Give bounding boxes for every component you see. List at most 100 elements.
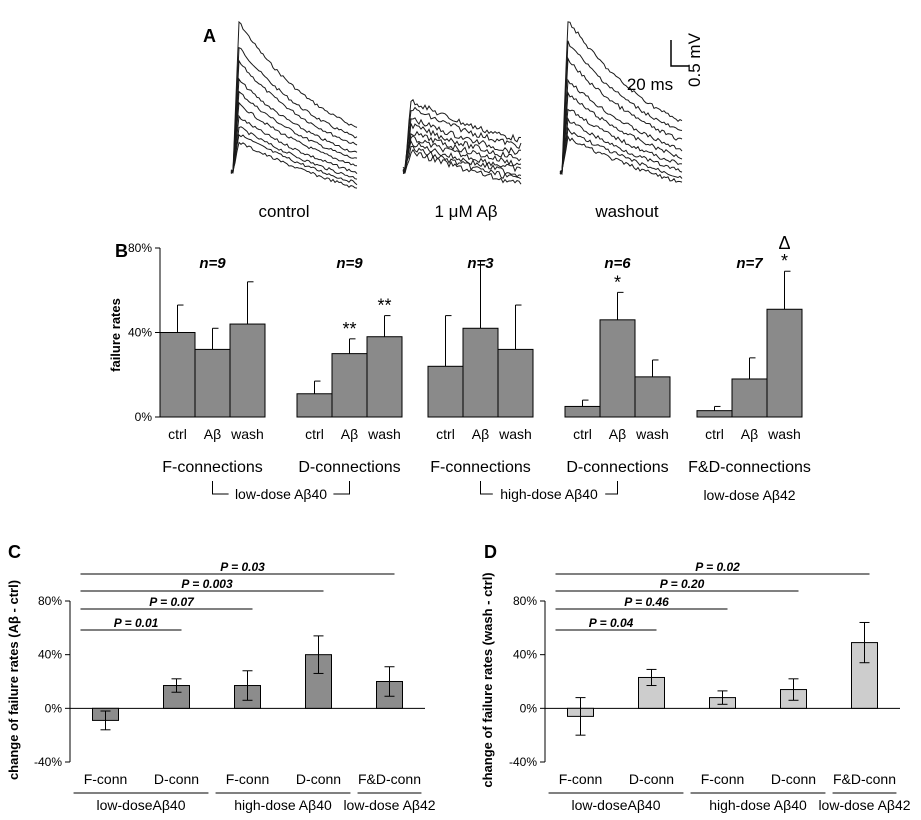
b-category-label: Aβ — [204, 426, 221, 442]
trace-sweep — [402, 148, 522, 185]
b-bracket-label: high-dose Aβ40 — [500, 486, 598, 502]
trace-sweep — [559, 40, 683, 176]
trace-sweep — [559, 108, 683, 173]
b-category-label: wash — [635, 426, 669, 442]
b-category-label: wash — [230, 426, 264, 442]
b-standalone-label: low-dose Aβ42 — [703, 487, 795, 503]
b-bar — [229, 323, 266, 418]
b-y-axis-label: failure rates — [108, 298, 123, 372]
condition-label-control: control — [258, 202, 309, 221]
c-category-label: D-conn — [296, 771, 341, 787]
d-y-tick-label: -40% — [509, 755, 537, 769]
b-bracket-label-bg — [492, 488, 606, 500]
d-y-tick-label: 80% — [513, 594, 537, 608]
b-category-label: wash — [767, 426, 801, 442]
voltage-traces — [230, 20, 683, 189]
d-y-tick-label: 0% — [520, 701, 538, 715]
c-p-value: P = 0.07 — [149, 595, 195, 609]
trace-sweep — [230, 101, 358, 173]
d-plot: -40% 0% 40% 80% F-conn D-conn F-conn D-conn F&D-… — [509, 560, 911, 813]
b-category-label: Aβ — [609, 426, 626, 442]
c-p-value: P = 0.03 — [220, 560, 265, 574]
d-p-value: P = 0.02 — [695, 560, 740, 574]
b-category-label: ctrl — [436, 426, 455, 442]
trace-sweep — [230, 59, 358, 174]
trace-sweep — [559, 21, 683, 175]
trace-sweep — [230, 141, 358, 189]
d-y-tick-label: 40% — [513, 648, 537, 662]
b-category-label: ctrl — [573, 426, 592, 442]
c-y-tick-label: 80% — [38, 594, 62, 608]
b-category-label: ctrl — [705, 426, 724, 442]
trace-sweep — [230, 77, 358, 174]
panel-a: A control 1 μM Aβ washout 0.5 mV 20 ms — [203, 20, 704, 221]
trace-sweep — [230, 46, 358, 173]
b-significance-mark: ** — [342, 319, 356, 339]
trace-sweep — [559, 91, 683, 174]
d-category-label: F-conn — [701, 771, 745, 787]
trace-sweep — [559, 134, 683, 183]
traces-control — [230, 20, 358, 189]
b-y-tick-label: 40% — [128, 326, 152, 340]
b-plot: 0%40%80%ctrl Aβ washn=9F-connectionsctrl**… — [128, 233, 811, 503]
c-category-label: D-conn — [154, 771, 199, 787]
b-category-label: wash — [367, 426, 401, 442]
c-group-label: low-dose Aβ42 — [343, 797, 435, 813]
panel-b: B failure rates 0%40%80%ctrl Aβ washn=9F-c… — [108, 233, 811, 503]
b-significance-mark: * — [614, 272, 621, 292]
b-bar — [331, 353, 368, 418]
b-category-label: Aβ — [341, 426, 358, 442]
b-n-label: n=3 — [467, 255, 494, 272]
b-n-label: n=9 — [336, 255, 363, 272]
panel-a-letter: A — [203, 26, 216, 46]
c-p-value: P = 0.01 — [114, 616, 159, 630]
b-n-label: n=9 — [199, 255, 226, 272]
c-y-tick-label: 40% — [38, 648, 62, 662]
trace-sweep — [559, 117, 683, 173]
panel-d-letter: D — [484, 542, 497, 562]
d-category-label: F&D-conn — [833, 771, 896, 787]
trace-sweep — [402, 123, 522, 173]
c-y-tick-label: 0% — [45, 701, 63, 715]
c-category-label: F-conn — [84, 771, 128, 787]
b-category-label: Aβ — [741, 426, 758, 442]
d-p-value: P = 0.46 — [624, 595, 669, 609]
b-group-label: D-connections — [298, 459, 400, 476]
b-n-label: n=6 — [604, 255, 631, 272]
panel-d: D change of failure rates (wash - ctrl) … — [480, 542, 911, 813]
trace-sweep — [230, 114, 358, 174]
c-p-value: P = 0.003 — [181, 577, 233, 591]
d-group-label: high-dose Aβ40 — [709, 797, 807, 813]
scale-bar — [670, 40, 689, 67]
condition-label-abeta: 1 μM Aβ — [434, 202, 497, 221]
b-bar — [634, 376, 671, 418]
b-n-label: n=7 — [736, 255, 763, 272]
b-bar — [599, 319, 636, 418]
scale-voltage-label: 0.5 mV — [685, 32, 704, 87]
d-category-label: D-conn — [629, 771, 674, 787]
b-category-label: ctrl — [168, 426, 187, 442]
b-bar — [462, 327, 499, 418]
c-bar — [305, 654, 332, 709]
b-category-label: ctrl — [305, 426, 324, 442]
d-p-value: P = 0.20 — [660, 577, 705, 591]
b-category-label: Aβ — [472, 426, 489, 442]
trace-sweep — [559, 56, 683, 175]
trace-sweep — [402, 139, 522, 178]
trace-sweep — [230, 133, 358, 186]
b-delta-mark: Δ — [778, 233, 790, 253]
b-bar — [366, 336, 403, 418]
b-bar — [497, 348, 534, 418]
trace-sweep — [402, 98, 522, 173]
trace-sweep — [230, 126, 358, 180]
condition-label-washout: washout — [594, 202, 659, 221]
trace-sweep — [402, 145, 522, 180]
b-bracket-label-bg — [228, 488, 334, 500]
b-bar — [427, 365, 464, 418]
c-category-label: F-conn — [226, 771, 270, 787]
b-y-tick-label: 80% — [128, 241, 152, 255]
trace-sweep — [402, 106, 522, 172]
b-bar — [731, 378, 768, 418]
b-bar — [194, 348, 231, 418]
